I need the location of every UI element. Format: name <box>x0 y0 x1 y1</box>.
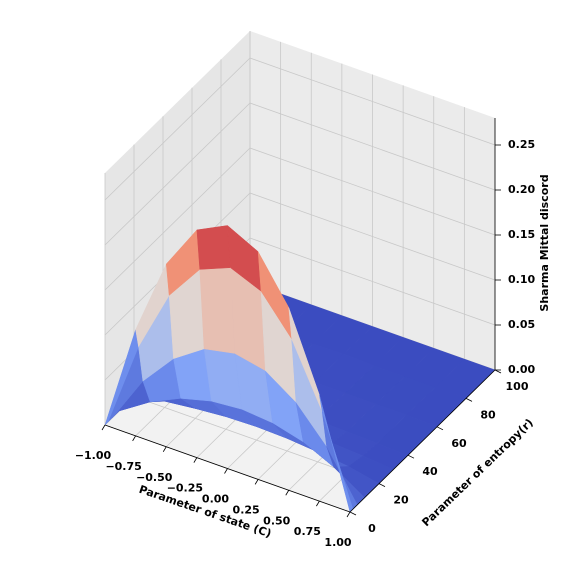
x-tick-label: 0.00 <box>202 493 229 506</box>
grid-line <box>249 192 496 281</box>
surface-patch <box>199 267 236 354</box>
x-tick-label: 1.00 <box>324 536 351 549</box>
y-axis-line <box>349 369 496 513</box>
z-tick-label: 0.10 <box>508 273 535 286</box>
tick-mark <box>224 468 228 474</box>
tick-mark <box>193 457 198 463</box>
y-tick-label: 40 <box>422 465 438 478</box>
tick-mark <box>346 511 351 518</box>
grid-line <box>104 147 251 291</box>
tick-mark <box>101 424 106 431</box>
z-axis-label: Sharma Mittal discord <box>538 174 551 311</box>
grid-line <box>249 102 496 191</box>
y-tick-label: 0 <box>368 522 376 535</box>
z-tick-label: 0.15 <box>508 228 535 241</box>
plot-area <box>104 224 496 513</box>
x-tick-label: −0.75 <box>105 460 141 473</box>
x-tick-label: 0.25 <box>233 503 260 516</box>
y-tick-label: 80 <box>480 408 496 421</box>
z-tick-label: 0.05 <box>508 318 535 331</box>
z-tick-label: 0.25 <box>508 138 535 151</box>
grid-line <box>104 102 251 246</box>
x-axis-line <box>104 424 351 513</box>
z-tick-label: 0.00 <box>508 363 535 376</box>
z-tick-label: 0.20 <box>508 183 535 196</box>
y-tick-label: 100 <box>506 380 529 393</box>
x-tick-label: 0.50 <box>263 514 290 527</box>
tick-mark <box>349 511 357 516</box>
tick-mark <box>316 500 320 507</box>
grid-line <box>249 237 496 326</box>
tick-mark <box>254 479 259 485</box>
tick-mark <box>407 454 415 459</box>
tick-mark <box>494 369 502 374</box>
surface-patch <box>196 225 231 270</box>
x-tick-label: −1.00 <box>75 449 112 462</box>
tick-mark <box>436 426 444 431</box>
grid-line <box>104 57 251 201</box>
x-tick-label: −0.25 <box>167 482 203 495</box>
x-tick-label: −0.50 <box>136 471 173 484</box>
grid-line <box>249 57 496 146</box>
tick-mark <box>162 446 167 452</box>
y-tick-label: 60 <box>451 437 467 450</box>
tick-mark <box>132 435 136 442</box>
tick-mark <box>285 490 290 496</box>
y-tick-label: 20 <box>393 494 409 507</box>
x-tick-label: 0.75 <box>294 525 321 538</box>
tick-mark <box>465 398 473 402</box>
grid-line <box>249 147 496 236</box>
tick-mark <box>378 483 386 487</box>
